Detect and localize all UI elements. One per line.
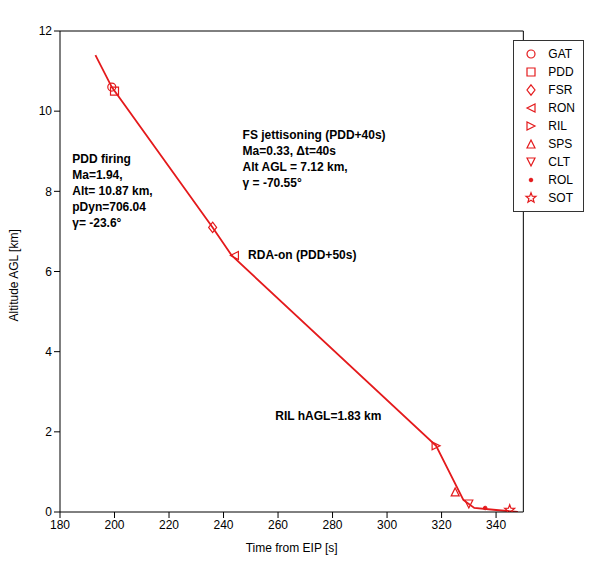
html-text:PDD: PDD <box>548 65 574 79</box>
svg-text:4: 4 <box>45 345 52 359</box>
svg-text:220: 220 <box>159 518 179 532</box>
svg-text:Time from EIP [s]: Time from EIP [s] <box>246 541 338 555</box>
html-text:GAT: GAT <box>548 47 573 61</box>
html-text:CLT: CLT <box>548 155 571 169</box>
svg-text:FS jettisoning (PDD+40s)Ma=0.3: FS jettisoning (PDD+40s)Ma=0.33, Δt=40sA… <box>243 128 386 190</box>
svg-text:300: 300 <box>377 518 397 532</box>
svg-text:240: 240 <box>214 518 234 532</box>
svg-text:180: 180 <box>50 518 70 532</box>
svg-text:8: 8 <box>45 185 52 199</box>
svg-text:0: 0 <box>45 505 52 519</box>
html-text:FSR: FSR <box>548 83 573 97</box>
svg-text:RIL hAGL=1.83 km: RIL hAGL=1.83 km <box>275 409 381 423</box>
svg-text:10: 10 <box>39 104 53 118</box>
svg-text:260: 260 <box>268 518 288 532</box>
html-text:RON: RON <box>548 101 575 115</box>
svg-text:280: 280 <box>323 518 343 532</box>
svg-text:320: 320 <box>432 518 452 532</box>
svg-text:200: 200 <box>104 518 124 532</box>
svg-text:6: 6 <box>45 265 52 279</box>
svg-text:340: 340 <box>486 518 506 532</box>
html-text:RIL: RIL <box>548 119 567 133</box>
html-text:SOT: SOT <box>548 191 573 205</box>
svg-text:12: 12 <box>39 24 53 38</box>
svg-text:PDD firingMa=1.94,Alt= 10.87 k: PDD firingMa=1.94,Alt= 10.87 km,pDyn=706… <box>72 152 152 230</box>
svg-text:Altitude AGL [km]: Altitude AGL [km] <box>7 229 21 321</box>
svg-text:2: 2 <box>45 425 52 439</box>
svg-text:RDA-on (PDD+50s): RDA-on (PDD+50s) <box>248 248 356 262</box>
html-text:SPS: SPS <box>548 137 573 151</box>
html-text:ROL: ROL <box>548 173 573 187</box>
